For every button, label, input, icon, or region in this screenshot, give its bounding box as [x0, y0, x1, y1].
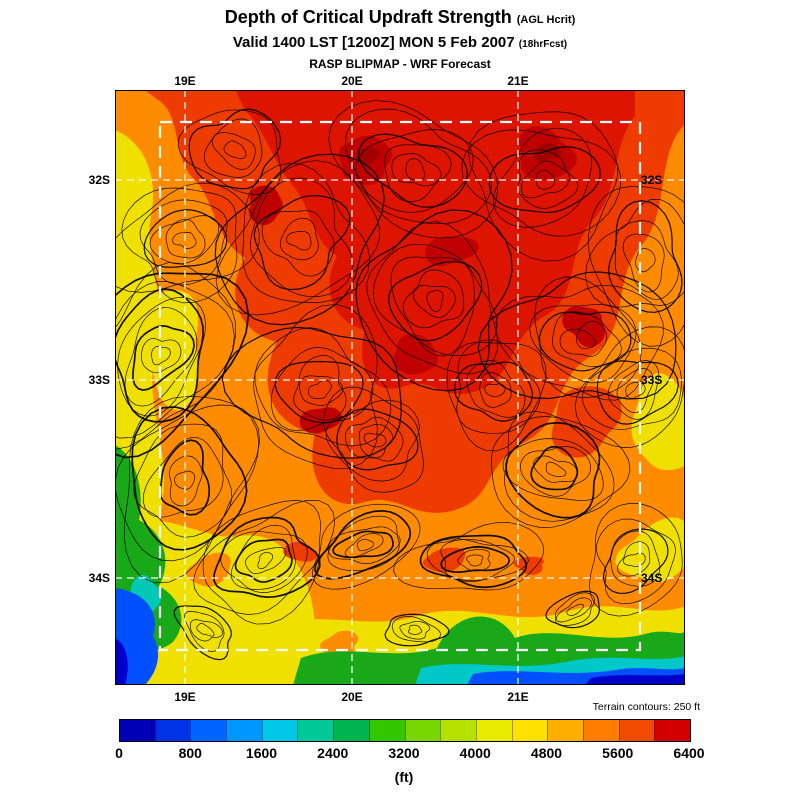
lon-tick-top-21e: 21E [507, 74, 529, 88]
valid-time-line: Valid 1400 LST [1200Z] MON 5 Feb 2007 (1… [0, 33, 800, 54]
model-line: RASP BLIPMAP - WRF Forecast [309, 57, 491, 71]
colorbar-segment [368, 720, 405, 741]
colorbar-tick-label: 0 [115, 745, 123, 761]
domain-boundary [158, 120, 642, 652]
lon-tick-top-19e: 19E [174, 74, 196, 88]
colorbar [119, 719, 691, 742]
page-title-suffix: (AGL Hcrit) [516, 14, 576, 26]
lat-tick-right-33s: 33S [641, 373, 663, 387]
forecast-hour-suffix: (18hrFcst) [518, 39, 568, 50]
colorbar-segment [582, 720, 619, 741]
terrain-contours [115, 100, 685, 661]
lon-tick-bottom-20e: 20E [341, 690, 363, 704]
colorbar-tick-label: 4000 [459, 745, 491, 761]
forecast-map [115, 90, 685, 685]
colorbar-segment [440, 720, 476, 741]
colorbar-segment [547, 720, 583, 741]
colorbar-segment [404, 720, 441, 741]
colorbar-tick-label: 6400 [673, 745, 705, 761]
colorbar-unit: (ft) [394, 769, 414, 785]
colorbar-segment [120, 720, 155, 741]
colorbar-segment [297, 720, 334, 741]
lat-tick-left-32s: 32S [88, 173, 110, 187]
lat-tick-right-34s: 34S [641, 571, 663, 585]
lon-tick-bottom-19e: 19E [174, 690, 196, 704]
ocean-zones [115, 588, 685, 685]
colorbar-segment [226, 720, 262, 741]
valid-time: Valid 1400 LST [1200Z] MON 5 Feb 2007 [232, 34, 515, 51]
lat-tick-right-32s: 32S [641, 173, 663, 187]
colorbar-segment [475, 720, 512, 741]
colorbar-tick-label: 1600 [245, 745, 278, 761]
colorbar-segment [333, 720, 369, 741]
colorbar-labels: 0 800 1600 2400 3200 4000 4800 5600 6400 [115, 745, 704, 762]
page-title-line: Depth of Critical Updraft Strength (AGL … [0, 6, 800, 31]
lat-tick-left-34s: 34S [88, 571, 110, 585]
colorbar-segment [654, 720, 690, 741]
colorbar-tick-label: 5600 [602, 745, 634, 761]
colorbar-tick-label: 4800 [530, 745, 563, 761]
map-border [115, 90, 685, 685]
colorbar-tick-label: 3200 [388, 745, 420, 761]
terrain-contours-note: Terrain contours: 250 ft [592, 701, 700, 713]
colorbar-segment [261, 720, 298, 741]
map-canvas [115, 90, 685, 685]
colorbar-tick-label: 800 [178, 745, 202, 761]
header: Depth of Critical Updraft Strength (AGL … [0, 6, 800, 72]
colorbar-tick-label: 2400 [317, 745, 349, 761]
colorbar-segment [618, 720, 655, 741]
lat-tick-left-33s: 33S [88, 373, 110, 387]
lon-tick-bottom-21e: 21E [507, 690, 529, 704]
colorbar-segment [511, 720, 548, 741]
colorbar-segment [190, 720, 227, 741]
lon-tick-top-20e: 20E [341, 74, 363, 88]
page-title: Depth of Critical Updraft Strength [224, 7, 512, 27]
colorbar-segment [154, 720, 191, 741]
latlon-grid [115, 90, 685, 685]
